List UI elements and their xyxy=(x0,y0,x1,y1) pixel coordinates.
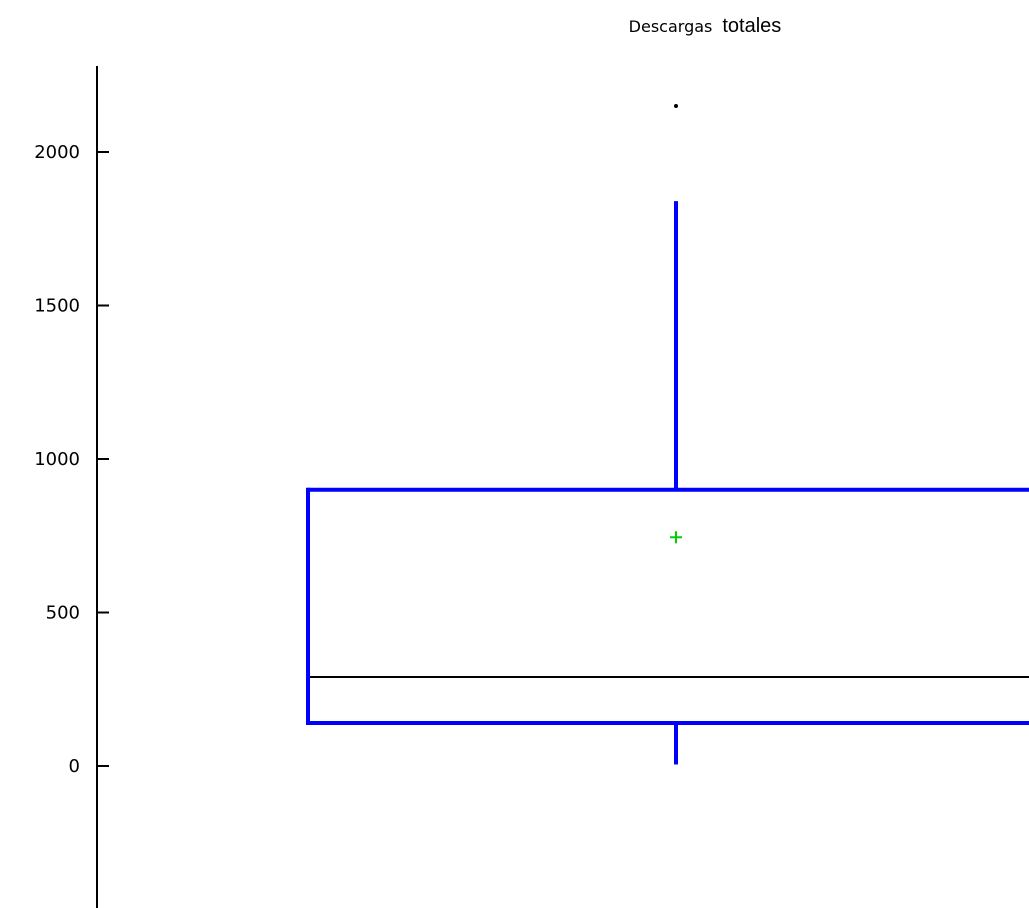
y-tick-label-1500: 1500 xyxy=(34,296,80,317)
box-plot xyxy=(306,103,1029,765)
chart-title-part-2: totales xyxy=(722,15,781,37)
y-tick-label-1000: 1000 xyxy=(34,449,80,470)
chart-title: Descargas totales xyxy=(629,15,782,37)
y-tick-label-2000: 2000 xyxy=(34,142,80,163)
y-tick-label-500: 500 xyxy=(46,603,80,624)
chart-title-part-1: Descargas xyxy=(629,17,713,36)
outlier-point-0 xyxy=(674,103,678,108)
y-axis-ticks: 0 500 1000 1500 2000 xyxy=(34,142,109,777)
y-tick-label-0: 0 xyxy=(69,756,80,777)
